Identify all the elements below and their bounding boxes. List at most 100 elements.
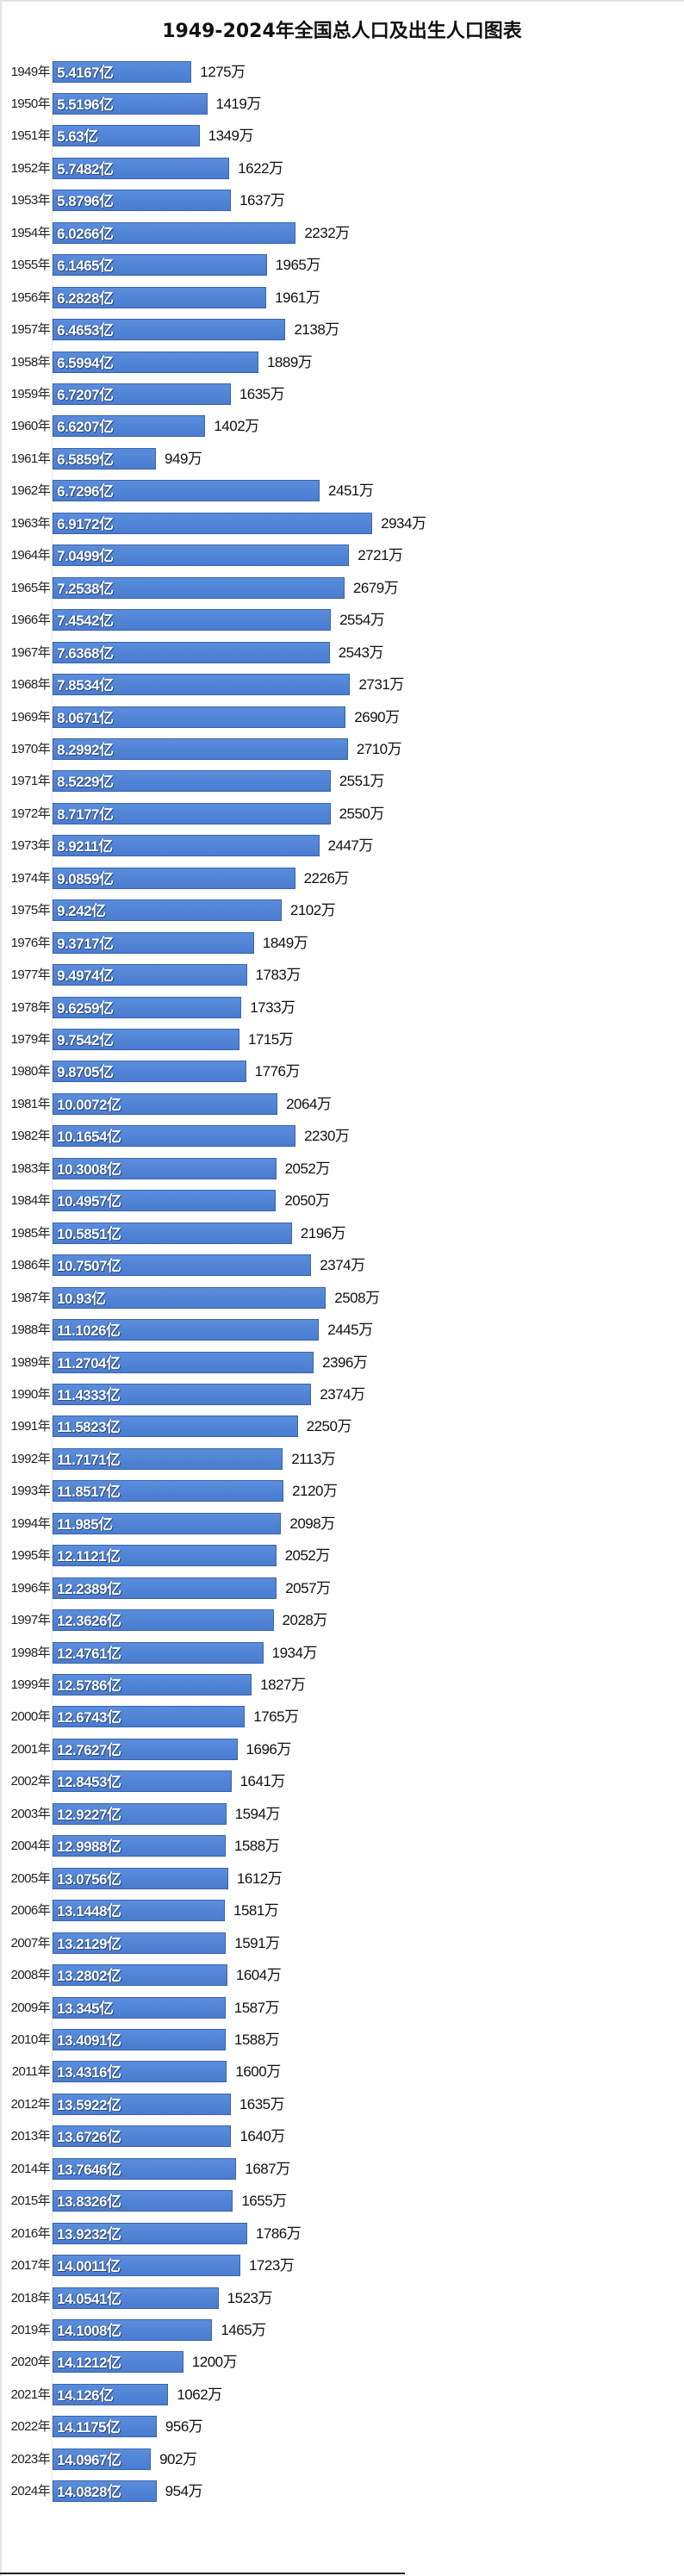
year-tick-label: 1984年 xyxy=(10,1193,50,1209)
birth-bar xyxy=(53,1416,298,1438)
population-data-label: 8.5229亿 xyxy=(57,774,114,791)
birth-bar xyxy=(53,1900,225,1922)
births-data-label: 1640万 xyxy=(239,2128,285,2145)
births-data-label: 2102万 xyxy=(289,902,336,919)
births-data-label: 1465万 xyxy=(221,2322,266,2338)
population-data-label: 5.63亿 xyxy=(57,128,98,146)
population-data-label: 6.0266亿 xyxy=(57,225,114,242)
year-tick-label: 1978年 xyxy=(10,999,50,1015)
year-tick-label: 1976年 xyxy=(10,935,50,950)
year-tick-label: 2022年 xyxy=(10,2419,50,2435)
population-data-label: 13.2129亿 xyxy=(57,1935,121,1952)
births-data-label: 2232万 xyxy=(304,224,350,241)
year-tick-label: 2008年 xyxy=(10,1968,50,1983)
birth-bar xyxy=(53,674,351,696)
births-data-label: 2052万 xyxy=(284,1160,331,1177)
population-data-label: 13.1448亿 xyxy=(57,1903,121,1920)
population-data-label: 9.242亿 xyxy=(57,903,106,920)
population-data-label: 12.5786亿 xyxy=(57,1677,121,1694)
birth-bar xyxy=(53,2351,183,2374)
population-data-label: 5.7482亿 xyxy=(57,160,114,177)
year-tick-label: 2017年 xyxy=(10,2258,50,2274)
year-tick-label: 1968年 xyxy=(10,677,50,693)
population-data-label: 6.6207亿 xyxy=(57,419,114,436)
year-tick-label: 1969年 xyxy=(10,709,50,725)
birth-bar xyxy=(53,2093,231,2115)
year-tick-label: 1955年 xyxy=(10,258,50,273)
population-data-label: 11.8517亿 xyxy=(57,1484,121,1501)
year-tick-label: 1958年 xyxy=(10,354,50,370)
births-data-label: 2250万 xyxy=(306,1418,352,1435)
population-data-label: 13.7646亿 xyxy=(57,2161,121,2178)
birth-bar xyxy=(53,60,192,83)
year-tick-label: 2000年 xyxy=(10,1709,50,1725)
year-tick-label: 1988年 xyxy=(10,1322,50,1338)
year-tick-label: 1951年 xyxy=(10,128,50,144)
population-data-label: 7.0499亿 xyxy=(57,548,114,565)
births-data-label: 1786万 xyxy=(255,2224,302,2242)
year-tick-label: 1979年 xyxy=(10,1032,50,1047)
year-tick-label: 2013年 xyxy=(10,2129,50,2144)
year-tick-label: 2021年 xyxy=(10,2386,50,2402)
births-data-label: 1733万 xyxy=(250,999,295,1016)
year-tick-label: 1962年 xyxy=(10,483,50,499)
year-tick-label: 1981年 xyxy=(10,1096,50,1111)
birth-bar xyxy=(53,609,332,632)
birth-bar xyxy=(53,802,331,824)
births-data-label: 2445万 xyxy=(327,1322,373,1339)
population-data-label: 14.0541亿 xyxy=(57,2290,121,2307)
birth-bar xyxy=(53,415,206,438)
population-data-label: 6.2828亿 xyxy=(57,289,114,307)
year-tick-label: 1995年 xyxy=(10,1548,50,1564)
year-tick-label: 1973年 xyxy=(10,838,50,854)
year-tick-label: 1959年 xyxy=(10,387,50,401)
year-tick-label: 1970年 xyxy=(10,741,50,756)
births-data-label: 2451万 xyxy=(328,482,374,500)
category-axis-line xyxy=(52,57,53,2495)
population-data-label: 13.8326亿 xyxy=(57,2193,121,2211)
birth-bar xyxy=(53,1835,226,1857)
population-data-label: 9.8705亿 xyxy=(57,1064,114,1081)
population-data-label: 8.7177亿 xyxy=(57,806,114,823)
births-data-label: 2447万 xyxy=(327,837,374,855)
birth-bar xyxy=(53,1092,278,1115)
population-data-label: 6.5994亿 xyxy=(57,354,114,371)
year-tick-label: 1987年 xyxy=(10,1290,50,1305)
births-data-label: 2396万 xyxy=(322,1353,368,1371)
year-tick-label: 1986年 xyxy=(10,1258,50,1273)
population-data-label: 6.4653亿 xyxy=(57,322,114,339)
birth-bar xyxy=(53,512,373,534)
year-tick-label: 1991年 xyxy=(10,1419,50,1434)
population-data-label: 7.2538亿 xyxy=(57,580,114,597)
population-data-label: 13.5922亿 xyxy=(57,2096,121,2113)
population-data-label: 13.9232亿 xyxy=(57,2225,121,2243)
birth-bar xyxy=(53,2287,219,2309)
birth-bar xyxy=(53,1222,292,1244)
year-tick-label: 1982年 xyxy=(10,1129,50,1144)
birth-bar xyxy=(53,254,267,277)
year-tick-label: 1974年 xyxy=(10,870,50,886)
birth-bar xyxy=(53,1577,277,1599)
births-data-label: 2230万 xyxy=(304,1128,350,1145)
birth-bar xyxy=(53,1867,228,1889)
births-data-label: 2551万 xyxy=(339,773,385,790)
population-data-label: 12.9227亿 xyxy=(57,1806,121,1823)
population-data-label: 13.4316亿 xyxy=(57,2064,121,2081)
birth-bar xyxy=(53,867,295,889)
birth-bar xyxy=(53,2416,157,2438)
year-tick-label: 1990年 xyxy=(10,1386,50,1402)
population-data-label: 9.0859亿 xyxy=(57,870,114,887)
year-tick-label: 2011年 xyxy=(11,2064,50,2080)
birth-bar xyxy=(53,576,345,599)
birth-bar xyxy=(53,964,247,986)
birth-bar xyxy=(53,2480,157,2503)
births-data-label: 2550万 xyxy=(339,805,385,822)
population-data-label: 5.8796亿 xyxy=(57,193,114,210)
birth-bar xyxy=(53,1770,232,1793)
birth-bar xyxy=(53,447,157,470)
year-tick-label: 2012年 xyxy=(10,2096,50,2112)
births-data-label: 2196万 xyxy=(300,1224,346,1241)
births-data-label: 2508万 xyxy=(334,1289,380,1306)
year-tick-label: 1953年 xyxy=(10,193,50,208)
births-data-label: 1275万 xyxy=(200,63,246,80)
